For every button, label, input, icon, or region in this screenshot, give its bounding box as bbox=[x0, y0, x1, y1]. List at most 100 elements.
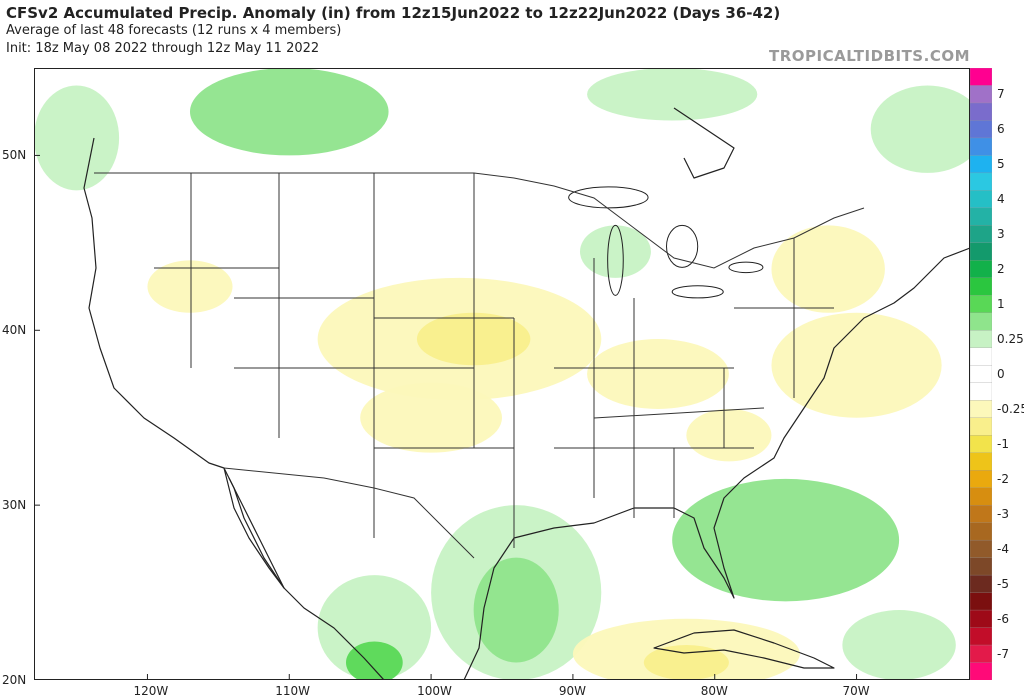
legend-swatch bbox=[969, 260, 993, 279]
lon-label: 90W bbox=[558, 684, 587, 698]
west-coast-outline bbox=[83, 137, 385, 680]
lon-label: 80W bbox=[700, 684, 728, 698]
lon-label: 70W bbox=[842, 684, 870, 698]
header: CFSv2 Accumulated Precip. Anomaly (in) f… bbox=[6, 4, 780, 58]
legend-label: 2 bbox=[997, 262, 1005, 277]
anomaly-region-hudson-bay-wet bbox=[587, 68, 758, 121]
state-lines-east bbox=[554, 238, 834, 518]
legend-label: 7 bbox=[997, 87, 1005, 102]
legend-label: -5 bbox=[997, 576, 1009, 591]
legend-swatch bbox=[969, 190, 993, 209]
hudson-bay-outline bbox=[673, 107, 735, 179]
lake-huron bbox=[666, 224, 699, 268]
legend-swatch bbox=[969, 644, 993, 664]
anomaly-region-southern-plains-dry bbox=[360, 382, 502, 453]
anomaly-region-mexico-wetter bbox=[346, 641, 403, 680]
legend-swatch bbox=[969, 592, 993, 611]
anomaly-region-bc-coast-wet bbox=[34, 85, 120, 191]
anomaly-region-carolinas-dry bbox=[686, 408, 772, 462]
legend-swatch bbox=[969, 400, 993, 419]
map-frame bbox=[34, 68, 970, 680]
legend-swatch bbox=[969, 137, 993, 157]
legend-swatch bbox=[969, 487, 993, 506]
lat-label: 30N bbox=[2, 498, 27, 513]
legend-swatch bbox=[969, 67, 993, 87]
state-border-layer bbox=[94, 172, 865, 559]
legend-swatch bbox=[969, 172, 993, 192]
map-subtitle: Average of last 48 forecasts (12 runs x … bbox=[6, 23, 342, 38]
lat-label: 40N bbox=[2, 323, 27, 338]
anomaly-region-cuba-drier bbox=[643, 645, 729, 680]
us-canada-border bbox=[94, 172, 865, 269]
legend-swatch bbox=[969, 295, 993, 314]
lat-label: 20N bbox=[2, 673, 27, 687]
legend-swatch bbox=[969, 365, 993, 384]
anomaly-region-quebec-wet bbox=[870, 85, 970, 173]
lakes-layer bbox=[568, 186, 764, 299]
lon-label: 120W bbox=[133, 684, 169, 698]
legend-swatch bbox=[969, 435, 993, 454]
lat-label: 50N bbox=[2, 148, 27, 163]
legend-swatch bbox=[969, 207, 993, 227]
legend-swatch bbox=[969, 277, 993, 296]
legend-label: -7 bbox=[997, 646, 1009, 661]
anomaly-region-northeast-dry bbox=[771, 225, 885, 313]
lon-label: 110W bbox=[275, 684, 311, 698]
legend-swatch bbox=[969, 662, 993, 681]
legend-label: -4 bbox=[997, 541, 1009, 556]
legend-label: -0.25 bbox=[997, 401, 1024, 416]
legend-swatch bbox=[969, 452, 993, 471]
legend-label: 0.25 bbox=[997, 332, 1024, 347]
lake-ontario bbox=[728, 261, 764, 274]
brand-watermark: TROPICALTIDBITS.COM bbox=[769, 47, 970, 65]
legend-label: -6 bbox=[997, 611, 1009, 626]
anomaly-region-great-lakes-wet bbox=[580, 225, 651, 278]
legend-swatch bbox=[969, 522, 993, 541]
precip-anomaly-map bbox=[34, 68, 970, 680]
legend-swatch bbox=[969, 609, 993, 629]
legend-swatch bbox=[969, 382, 993, 401]
legend-swatch bbox=[969, 574, 993, 594]
legend-label: 3 bbox=[997, 227, 1005, 242]
land-outline-layer bbox=[83, 107, 970, 680]
us-mexico-border bbox=[223, 467, 475, 559]
legend-swatch bbox=[969, 539, 993, 559]
legend-label: 0 bbox=[997, 367, 1005, 381]
cuba-outline bbox=[653, 629, 835, 669]
legend-swatch bbox=[969, 120, 993, 139]
lake-michigan bbox=[607, 224, 624, 296]
anomaly-region-mid-atlantic-dry bbox=[771, 312, 942, 418]
anomaly-region-ohio-valley-dry bbox=[587, 339, 729, 409]
anomaly-region-gulf-mexico-wetter bbox=[473, 557, 559, 663]
anomaly-region-caribbean-east-wet bbox=[842, 610, 956, 680]
anomaly-fill-layer bbox=[34, 68, 970, 680]
legend-swatch bbox=[969, 504, 993, 524]
legend-swatch bbox=[969, 470, 993, 489]
anomaly-region-canada-prairies-wet bbox=[190, 68, 389, 156]
legend-swatch bbox=[969, 312, 993, 331]
anomaly-region-atlantic-bahamas-wet bbox=[672, 478, 900, 602]
color-legend bbox=[969, 67, 993, 681]
legend-label: -3 bbox=[997, 506, 1009, 521]
gulf-coast-outline bbox=[463, 247, 970, 680]
legend-label: 6 bbox=[997, 122, 1005, 137]
legend-swatch bbox=[969, 347, 993, 366]
map-title: CFSv2 Accumulated Precip. Anomaly (in) f… bbox=[6, 4, 781, 22]
lake-superior bbox=[568, 186, 649, 209]
legend-swatch bbox=[969, 417, 993, 436]
legend-swatch bbox=[969, 242, 993, 261]
state-lines-west bbox=[154, 173, 515, 548]
legend-swatch bbox=[969, 330, 993, 349]
legend-label: -2 bbox=[997, 471, 1009, 486]
legend-label: 5 bbox=[997, 157, 1005, 172]
legend-swatch bbox=[969, 557, 993, 576]
lake-erie bbox=[671, 285, 724, 299]
legend-label: 4 bbox=[997, 192, 1005, 207]
legend-swatch bbox=[969, 155, 993, 174]
anomaly-region-northwest-dry bbox=[147, 260, 233, 313]
legend-label: -1 bbox=[997, 436, 1009, 451]
legend-swatch bbox=[969, 627, 993, 646]
legend-swatch bbox=[969, 85, 993, 104]
legend-swatch bbox=[969, 225, 993, 244]
lon-label: 100W bbox=[417, 684, 452, 698]
